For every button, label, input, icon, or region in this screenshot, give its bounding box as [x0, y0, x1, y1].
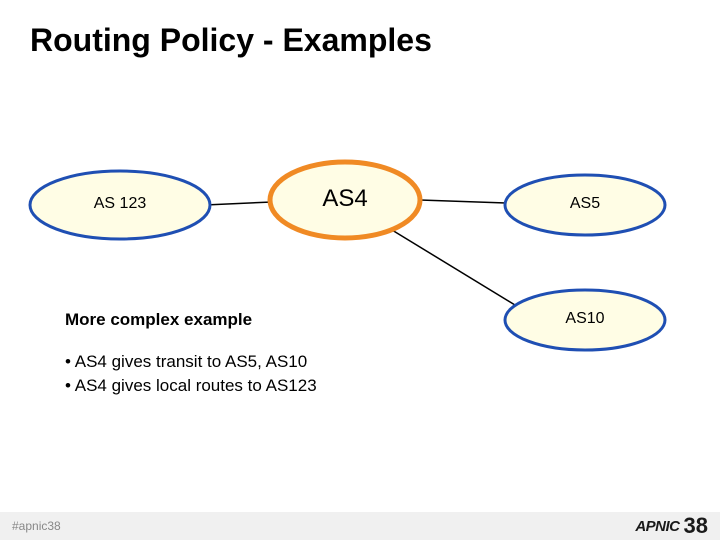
- edge-as4-as5: [420, 200, 506, 203]
- network-diagram: [0, 0, 720, 540]
- footer-bar: #apnic38 APNIC 38: [0, 512, 720, 540]
- edge-as123-as4: [205, 202, 272, 205]
- node-as5: [505, 175, 665, 235]
- node-as10: [505, 290, 665, 350]
- bullet-list: • AS4 gives transit to AS5, AS10• AS4 gi…: [65, 350, 317, 398]
- footer-hashtag: #apnic38: [12, 519, 61, 533]
- example-subtitle: More complex example: [65, 310, 252, 330]
- apnic-logo: APNIC 38: [635, 513, 708, 539]
- node-as123: [30, 171, 210, 239]
- apnic-logo-text: APNIC: [635, 518, 679, 535]
- edge-as4-as10: [392, 230, 515, 305]
- slide: Routing Policy - Examples AS 123AS4AS5AS…: [0, 0, 720, 540]
- node-as4: [270, 162, 420, 238]
- apnic-logo-number: 38: [684, 513, 708, 539]
